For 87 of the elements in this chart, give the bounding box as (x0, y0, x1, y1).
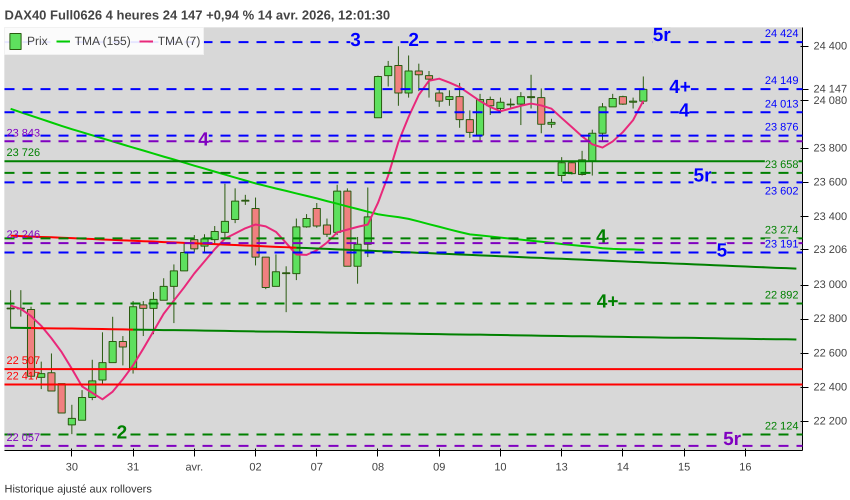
x-tick-label: 08 (372, 462, 384, 474)
x-tick-label: 10 (494, 462, 507, 474)
candlestick (414, 63, 423, 92)
annotation: 4 (198, 129, 210, 150)
x-tick-label: 13 (556, 462, 568, 474)
x-tick-label: 02 (249, 462, 262, 474)
y-tick-label: 22 800 (814, 313, 848, 326)
candlestick (272, 254, 280, 287)
candlestick (608, 93, 617, 108)
candlestick (618, 95, 627, 106)
ref-line-label: 24 013 (764, 98, 799, 110)
ref-line-label: 23 658 (764, 158, 799, 171)
candlestick (435, 88, 444, 108)
candlestick (466, 110, 474, 138)
y-tick-label: 24 080 (814, 94, 848, 107)
candlestick (456, 82, 464, 128)
y-tick-label: 23 600 (814, 176, 848, 189)
candlestick (384, 60, 392, 88)
text: Historique ajusté aux rollovers (4, 484, 152, 496)
annotation: 5r (652, 25, 672, 46)
candlestick (139, 300, 148, 337)
annotation: 5r (694, 165, 712, 186)
annotation: 4 (596, 226, 608, 248)
annotation: 4 (678, 100, 690, 122)
y-tick-label: 23 800 (814, 142, 848, 155)
x-tick-label: 16 (739, 462, 752, 474)
candlestick (108, 316, 117, 364)
x-tick-label: 15 (678, 462, 690, 474)
candlestick (526, 74, 536, 110)
x-tick-label: 30 (66, 462, 78, 474)
ref-line-label: 22 892 (764, 289, 799, 302)
y-tick-label: 24 400 (814, 40, 848, 52)
ref-line-label: 24 424 (764, 28, 799, 40)
x-tick-label: 31 (126, 462, 140, 474)
ref-line-label: 23 726 (6, 147, 40, 160)
candlestick (486, 96, 494, 116)
candlestick (629, 97, 638, 110)
y-tick-label: 22 200 (814, 416, 848, 428)
legend-label: TMA (155) (74, 34, 131, 48)
candlestick (496, 97, 505, 114)
candlestick (506, 98, 515, 110)
chart-title: DAX40 Full0626 4 heures 24 147 +0,94 % 14 avr. 2026, 12:01:30 (4, 8, 390, 22)
ref-line-label: 23 602 (764, 185, 799, 198)
ref-line-label: 22 057 (6, 432, 40, 444)
candlestick (170, 264, 178, 324)
y-tick-label: 23 206 (814, 244, 848, 256)
x-tick-label: avr. (185, 462, 204, 474)
y-tick-label: 22 600 (814, 347, 848, 360)
y-tick-label: 23 000 (814, 279, 848, 292)
y-tick-label: 22 400 (814, 381, 848, 394)
annotation: 5 (716, 240, 728, 262)
ref-line-label: 23 876 (764, 122, 799, 134)
candlestick (302, 214, 311, 228)
annotation: 3 (350, 30, 361, 52)
x-tick-label: 07 (310, 462, 323, 474)
candlestick (404, 54, 413, 98)
candlestick (220, 183, 229, 240)
ref-line-label: 22 124 (764, 420, 799, 432)
candlestick (160, 278, 168, 301)
x-tick-label: 09 (433, 462, 446, 474)
y-tick-label: 23 400 (814, 210, 848, 223)
candlestick (180, 242, 188, 272)
candlestick (210, 226, 219, 245)
candlestick (558, 156, 566, 182)
y-tick-label: 24 147 (814, 83, 848, 96)
x-tick-label: 14 (616, 462, 630, 474)
candlestick (118, 336, 127, 366)
annotation: 2 (116, 422, 128, 444)
candlestick (312, 202, 321, 228)
ref-line-label: 24 149 (764, 75, 799, 88)
legend-label: TMA (7) (158, 34, 200, 48)
legend-label: Prix (27, 34, 48, 48)
candlestick (322, 218, 332, 238)
candlestick (424, 70, 434, 98)
annotation: 5r (723, 428, 742, 450)
annotation: 4+ (596, 291, 618, 312)
candlestick (68, 404, 76, 435)
candlestick (6, 290, 15, 330)
annotation: 2 (408, 30, 419, 52)
candlestick (445, 90, 454, 106)
candlestick (516, 92, 525, 126)
annotation: 4+ (669, 77, 691, 98)
candlestick (639, 76, 648, 105)
ref-line-label: 23 274 (764, 224, 799, 236)
candlestick (78, 390, 86, 421)
ref-line-label: 23 191 (764, 238, 799, 250)
candlestick (231, 188, 240, 224)
